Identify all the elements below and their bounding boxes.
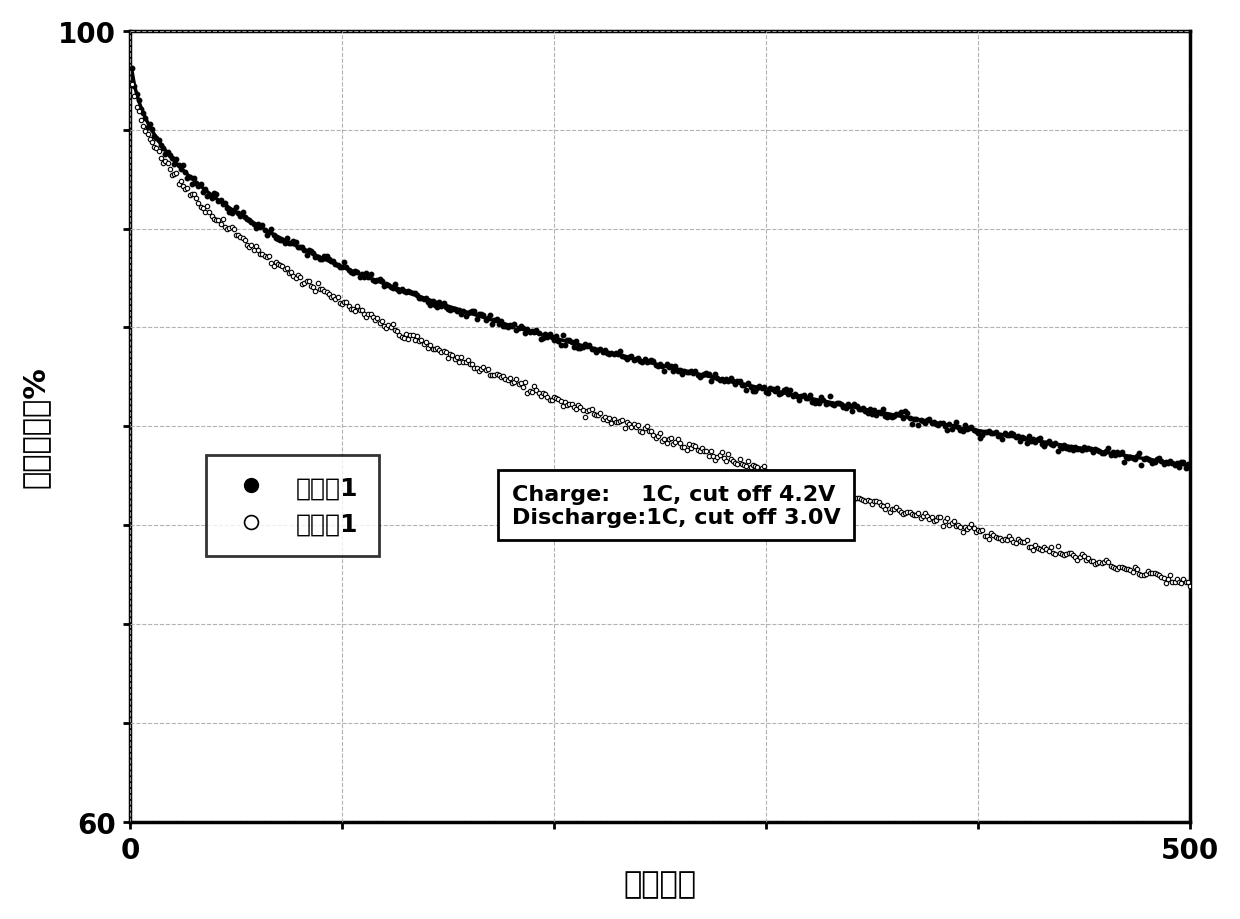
- 实施例1: [768, 386, 782, 397]
- 对比例1: [717, 453, 732, 464]
- 对比例1: [454, 352, 469, 363]
- 实施例1: [570, 343, 585, 354]
- 实施例1: [903, 414, 918, 425]
- 实施例1: [125, 63, 140, 74]
- 对比例1: [1085, 556, 1100, 567]
- 对比例1: [125, 80, 140, 91]
- 实施例1: [1183, 463, 1198, 474]
- 对比例1: [768, 469, 782, 480]
- 实施例1: [454, 309, 469, 320]
- 对比例1: [1183, 581, 1198, 592]
- 对比例1: [903, 507, 918, 518]
- Text: Charge:    1C, cut off 4.2V
Discharge:1C, cut off 3.0V: Charge: 1C, cut off 4.2V Discharge:1C, c…: [512, 484, 841, 528]
- 实施例1: [717, 376, 732, 387]
- X-axis label: 循环圈数: 循环圈数: [624, 869, 697, 898]
- Line: 实施例1: 实施例1: [130, 66, 1193, 471]
- Line: 对比例1: 对比例1: [130, 84, 1193, 588]
- 对比例1: [570, 400, 585, 411]
- Y-axis label: 容量保持率%: 容量保持率%: [21, 366, 50, 488]
- 实施例1: [1085, 448, 1100, 459]
- Legend: 实施例1, 对比例1: 实施例1, 对比例1: [206, 456, 378, 556]
